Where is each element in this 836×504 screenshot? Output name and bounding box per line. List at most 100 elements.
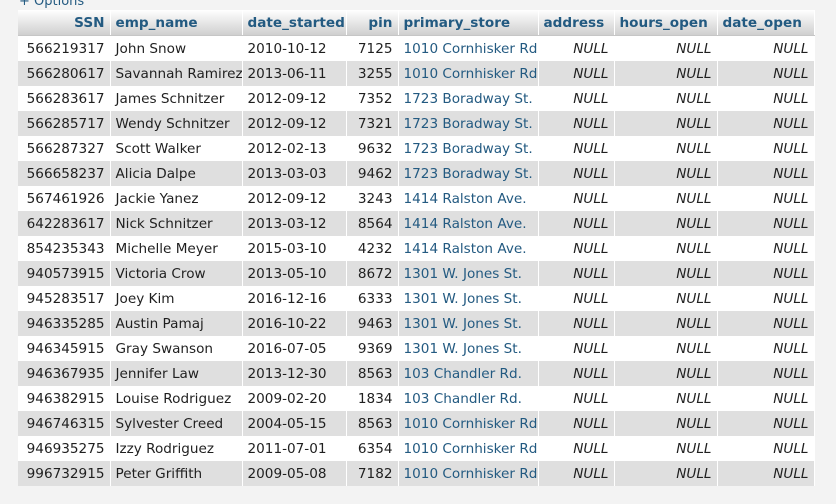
cell-primary-store[interactable]: 1301 W. Jones St. [398,311,539,336]
cell-date-started: 2012-02-13 [242,136,347,161]
cell-date-open: NULL [717,336,815,361]
cell-emp-name: Michelle Meyer [110,236,243,261]
cell-primary-store[interactable]: 1010 Cornhisker Rd. [398,436,539,461]
table-row: 566287327 Scott Walker 2012-02-13 9632 1723 … [18,136,815,161]
cell-ssn: 946746315 [18,411,111,436]
cell-emp-name: Jennifer Law [110,361,243,386]
cell-date-open: NULL [717,211,815,236]
cell-primary-store[interactable]: 1301 W. Jones St. [398,336,539,361]
column-header-pin[interactable]: pin [346,10,399,36]
cell-primary-store[interactable]: 1414 Ralston Ave. [398,211,539,236]
table-row: 945283517 Joey Kim 2016-12-16 6333 1301 W. J… [18,286,815,311]
cell-primary-store[interactable]: 1301 W. Jones St. [398,286,539,311]
cell-address: NULL [538,136,615,161]
table-row: 940573915 Victoria Crow 2013-05-10 8672 1301… [18,261,815,286]
cell-address: NULL [538,111,615,136]
options-link[interactable]: + Options [19,0,85,9]
cell-date-open: NULL [717,461,815,486]
cell-emp-name: James Schnitzer [110,86,243,111]
cell-hours-open: NULL [614,186,718,211]
cell-pin: 3243 [346,186,399,211]
header-row: SSN emp_name date_started pin primary_store a… [18,10,815,36]
cell-primary-store[interactable]: 1414 Ralston Ave. [398,236,539,261]
cell-ssn: 566219317 [18,35,111,61]
cell-primary-store[interactable]: 1723 Boradway St. [398,161,539,186]
cell-ssn: 642283617 [18,211,111,236]
cell-emp-name: Alicia Dalpe [110,161,243,186]
cell-hours-open: NULL [614,336,718,361]
cell-hours-open: NULL [614,311,718,336]
cell-pin: 9463 [346,311,399,336]
cell-hours-open: NULL [614,436,718,461]
column-header-date-started[interactable]: date_started [242,10,347,36]
cell-date-started: 2013-12-30 [242,361,347,386]
cell-date-started: 2012-09-12 [242,186,347,211]
cell-primary-store[interactable]: 1010 Cornhisker Rd. [398,35,539,61]
cell-hours-open: NULL [614,461,718,486]
table-row: 566280617 Savannah Ramirez 2013-06-11 3255 1… [18,61,815,86]
cell-ssn: 945283517 [18,286,111,311]
cell-hours-open: NULL [614,61,718,86]
cell-address: NULL [538,386,615,411]
cell-hours-open: NULL [614,211,718,236]
cell-emp-name: Sylvester Creed [110,411,243,436]
cell-pin: 9462 [346,161,399,186]
cell-date-open: NULL [717,35,815,61]
cell-date-open: NULL [717,436,815,461]
table-row: 996732915 Peter Griffith 2009-05-08 7182 101… [18,461,815,486]
cell-emp-name: Savannah Ramirez [110,61,243,86]
cell-primary-store[interactable]: 1010 Cornhisker Rd. [398,461,539,486]
cell-emp-name: Peter Griffith [110,461,243,486]
table-row: 946345915 Gray Swanson 2016-07-05 9369 1301 … [18,336,815,361]
cell-address: NULL [538,361,615,386]
cell-emp-name: Scott Walker [110,136,243,161]
cell-primary-store[interactable]: 1723 Boradway St. [398,86,539,111]
column-header-primary-store[interactable]: primary_store [398,10,539,36]
cell-address: NULL [538,336,615,361]
cell-emp-name: John Snow [110,35,243,61]
cell-emp-name: Gray Swanson [110,336,243,361]
column-header-emp-name[interactable]: emp_name [110,10,243,36]
cell-primary-store[interactable]: 1414 Ralston Ave. [398,186,539,211]
cell-hours-open: NULL [614,136,718,161]
cell-address: NULL [538,461,615,486]
cell-pin: 8564 [346,211,399,236]
table-row: 567461926 Jackie Yanez 2012-09-12 3243 1414 … [18,186,815,211]
cell-pin: 7321 [346,111,399,136]
table-row: 642283617 Nick Schnitzer 2013-03-12 8564 141… [18,211,815,236]
cell-primary-store[interactable]: 1723 Boradway St. [398,111,539,136]
cell-date-started: 2015-03-10 [242,236,347,261]
cell-pin: 7125 [346,35,399,61]
cell-date-open: NULL [717,236,815,261]
cell-hours-open: NULL [614,86,718,111]
cell-address: NULL [538,35,615,61]
table-row: 566285717 Wendy Schnitzer 2012-09-12 7321 17… [18,111,815,136]
cell-emp-name: Louise Rodriguez [110,386,243,411]
cell-primary-store[interactable]: 1010 Cornhisker Rd. [398,411,539,436]
cell-hours-open: NULL [614,35,718,61]
cell-hours-open: NULL [614,386,718,411]
cell-address: NULL [538,161,615,186]
cell-pin: 8563 [346,411,399,436]
cell-hours-open: NULL [614,286,718,311]
cell-address: NULL [538,211,615,236]
cell-date-started: 2010-10-12 [242,35,347,61]
cell-ssn: 567461926 [18,186,111,211]
cell-ssn: 946935275 [18,436,111,461]
cell-primary-store[interactable]: 103 Chandler Rd. [398,361,539,386]
cell-date-started: 2004-05-15 [242,411,347,436]
cell-date-started: 2009-05-08 [242,461,347,486]
cell-primary-store[interactable]: 1723 Boradway St. [398,136,539,161]
cell-primary-store[interactable]: 1010 Cornhisker Rd. [398,61,539,86]
table-row: 946335285 Austin Pamaj 2016-10-22 9463 1301 … [18,311,815,336]
column-header-ssn[interactable]: SSN [18,10,111,36]
cell-date-started: 2016-07-05 [242,336,347,361]
cell-date-started: 2011-07-01 [242,436,347,461]
cell-date-open: NULL [717,111,815,136]
cell-primary-store[interactable]: 1301 W. Jones St. [398,261,539,286]
column-header-date-open[interactable]: date_open [717,10,815,36]
cell-primary-store[interactable]: 103 Chandler Rd. [398,386,539,411]
column-header-hours-open[interactable]: hours_open [614,10,718,36]
column-header-address[interactable]: address [538,10,615,36]
cell-pin: 4232 [346,236,399,261]
